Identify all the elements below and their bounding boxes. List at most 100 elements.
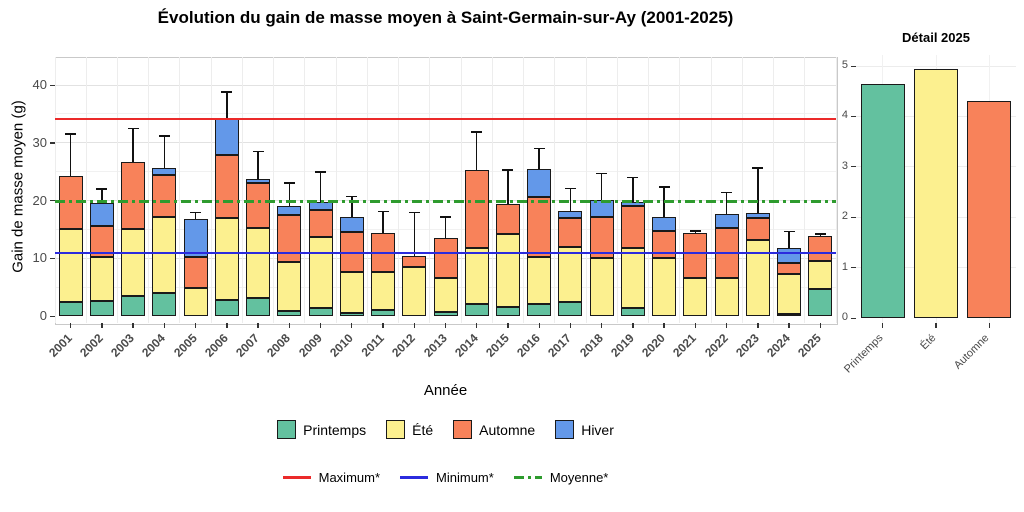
- detail-x-tick-label: Printemps: [841, 332, 886, 376]
- error-bar-line: [694, 231, 697, 234]
- y-axis-tick-label: 0: [39, 308, 47, 323]
- legend-line-swatch: [513, 476, 542, 479]
- error-bar-cap: [502, 169, 514, 171]
- legend-item-minimum: Minimum*: [400, 470, 494, 485]
- error-bar-line: [226, 91, 228, 120]
- bar-segment-printemps: [558, 301, 583, 316]
- error-bar-cap: [627, 176, 639, 179]
- detail-bar-automne: [967, 101, 1012, 318]
- bar-segment-ete: [152, 216, 177, 293]
- detail-y-tick-label: 4: [841, 109, 848, 122]
- error-bar-cap: [346, 195, 358, 198]
- error-bar-cap: [440, 216, 451, 218]
- y-axis-tick-label: 40: [32, 77, 47, 92]
- x-axis-tick: [601, 323, 603, 328]
- bar-segment-ete: [527, 256, 552, 305]
- bar-segment-ete: [558, 246, 583, 302]
- error-bar-line: [538, 148, 540, 169]
- error-bar-line: [507, 169, 509, 204]
- error-bar-line: [757, 168, 759, 214]
- bar-segment-ete: [808, 260, 833, 290]
- bar-segment-ete: [371, 271, 396, 311]
- bar-segment-automne: [745, 217, 770, 240]
- error-bar-line: [194, 212, 197, 219]
- bar-segment-printemps: [371, 310, 396, 316]
- detail-x-tick: [882, 323, 884, 328]
- bar-segment-ete: [620, 248, 645, 309]
- error-bar-cap: [65, 133, 77, 135]
- x-axis-tick: [757, 323, 759, 328]
- bar-segment-printemps: [464, 303, 489, 316]
- bar-segment-printemps: [620, 308, 645, 316]
- error-bar-line: [600, 173, 603, 200]
- x-axis-tick: [319, 323, 322, 328]
- error-bar-cap: [377, 210, 389, 213]
- error-bar-cap: [408, 211, 420, 214]
- bar-segment-hiver: [339, 216, 364, 232]
- bar-segment-ete: [308, 236, 333, 309]
- x-axis-tick: [538, 323, 540, 328]
- x-axis-tick: [132, 323, 134, 328]
- bar-segment-automne: [246, 183, 271, 229]
- detail-x-tick-label: Été: [918, 332, 939, 353]
- bar-segment-ete: [714, 278, 739, 316]
- detail-y-tick: [851, 317, 856, 319]
- error-bar-cap: [158, 135, 170, 137]
- bar-segment-automne: [777, 263, 802, 274]
- legend-label: Moyenne*: [549, 470, 609, 485]
- x-axis-tick: [444, 323, 447, 328]
- bar-segment-ete: [495, 233, 520, 308]
- error-bar-line: [819, 233, 822, 236]
- legend-label: Printemps: [303, 421, 367, 438]
- error-bar-line: [351, 196, 353, 217]
- error-bar-cap: [190, 211, 202, 214]
- error-bar-cap: [658, 186, 670, 188]
- bar-segment-automne: [308, 209, 333, 237]
- bar-segment-hiver: [652, 217, 677, 231]
- detail-chart-title: Détail 2025: [902, 30, 970, 45]
- bar-segment-automne: [433, 238, 458, 279]
- x-axis-tick: [819, 323, 822, 328]
- error-bar-line: [163, 135, 166, 168]
- bar-segment-printemps: [214, 300, 239, 316]
- bar-segment-ete: [433, 278, 458, 312]
- legend-swatch: [277, 420, 297, 439]
- x-axis-tick: [288, 323, 290, 328]
- legend-swatch: [453, 420, 473, 439]
- error-bar-line: [475, 131, 478, 170]
- error-bar-cap: [752, 167, 764, 169]
- bar-segment-ete: [89, 256, 114, 301]
- refline-legend: Maximum* Minimum* Moyenne*: [75, 470, 816, 485]
- x-axis-tick: [476, 323, 478, 328]
- bar-segment-automne: [589, 216, 614, 259]
- bar-segment-hiver: [183, 218, 208, 257]
- error-bar-line: [569, 188, 572, 211]
- error-bar-cap: [315, 171, 327, 173]
- error-bar-cap: [283, 182, 295, 184]
- error-bar-cap: [471, 131, 483, 133]
- error-bar-cap: [721, 191, 733, 194]
- bar-segment-ete: [652, 258, 677, 316]
- error-bar-cap: [252, 150, 264, 153]
- error-bar-line: [101, 188, 103, 203]
- error-bar-line: [788, 231, 790, 249]
- bar-segment-automne: [89, 226, 114, 257]
- bar-segment-automne: [152, 175, 177, 217]
- x-axis-tick: [569, 323, 572, 328]
- bar-segment-automne: [464, 169, 489, 249]
- bar-segment-automne: [808, 235, 833, 261]
- detail-y-tick: [851, 166, 856, 168]
- bar-segment-ete: [121, 229, 146, 297]
- bar-segment-ete: [246, 228, 271, 298]
- x-axis-tick: [351, 323, 353, 328]
- y-axis-tick: [50, 84, 55, 86]
- bar-segment-automne: [121, 161, 146, 230]
- bar-segment-automne: [402, 255, 427, 267]
- error-bar-cap: [596, 172, 608, 175]
- bar-segment-automne: [183, 256, 208, 289]
- error-bar-cap: [564, 187, 576, 190]
- x-axis-tick: [163, 323, 166, 328]
- x-axis-tick: [413, 323, 415, 328]
- refline-minimum: [55, 251, 836, 255]
